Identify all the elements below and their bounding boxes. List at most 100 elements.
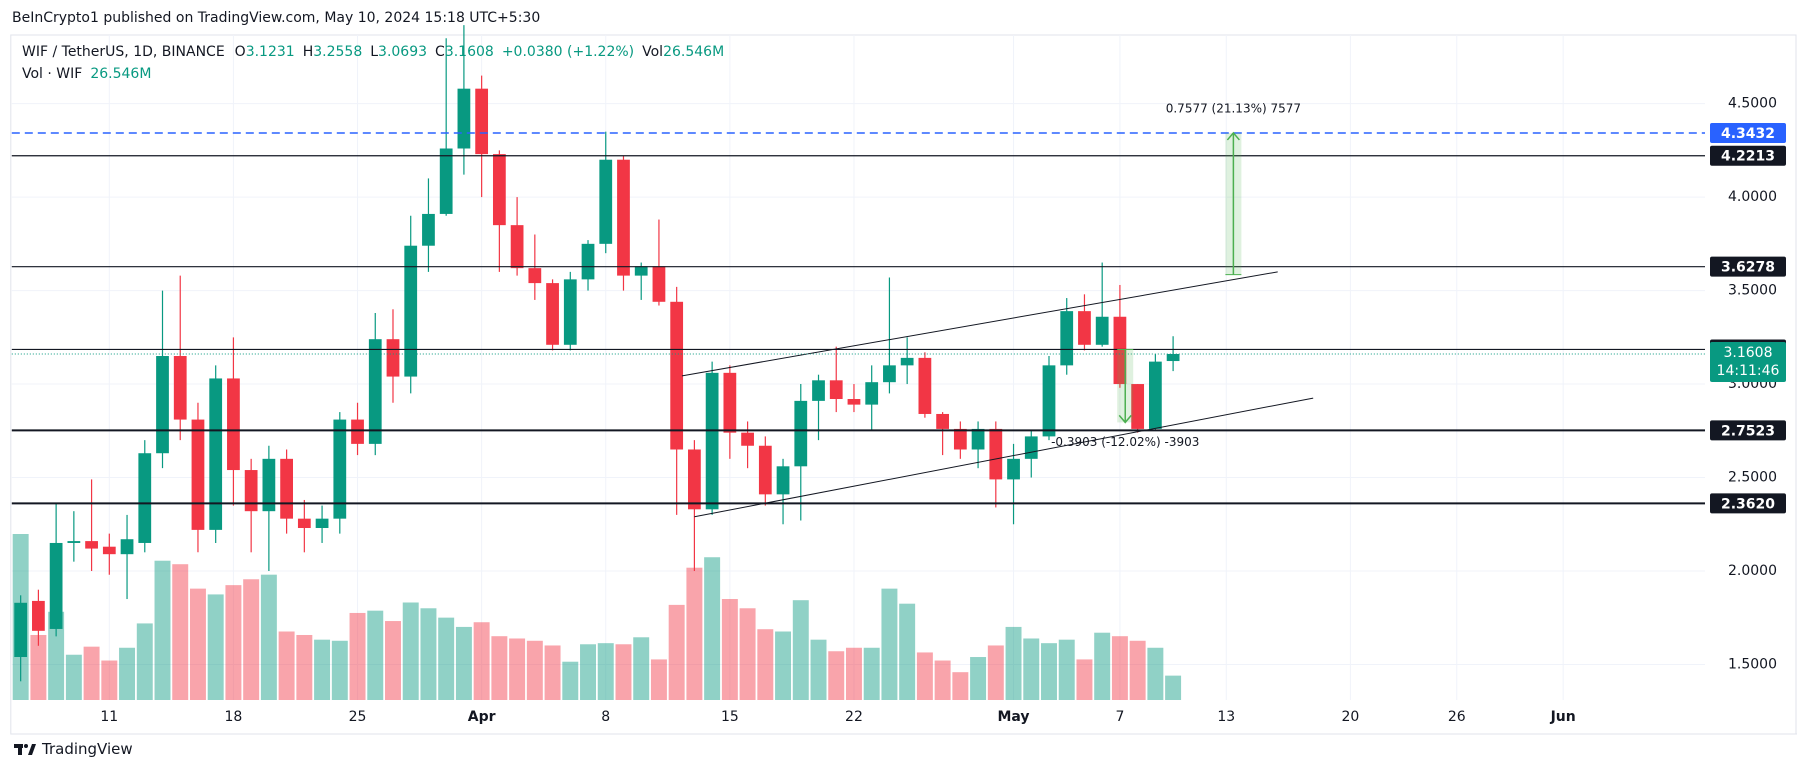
- x-tick-label: 26: [1448, 709, 1466, 725]
- candle-body: [581, 243, 595, 280]
- volume-bar: [385, 621, 401, 700]
- legend: WIF / TetherUS, 1D, BINANCE O 3.1231 H 3.2…: [22, 44, 732, 60]
- trend-line: [681, 271, 1278, 377]
- y-tick-label: 4.0000: [1728, 189, 1777, 205]
- volume-bar: [65, 654, 82, 700]
- volume-bar: [455, 626, 472, 700]
- volume-bar: [1147, 647, 1164, 700]
- volume-bar: [1023, 638, 1040, 700]
- candle-body: [510, 225, 524, 269]
- volume-bar: [278, 631, 295, 700]
- volume-bar: [30, 634, 47, 700]
- vol-value: 26.546M: [663, 44, 725, 60]
- volume-bar: [952, 672, 969, 700]
- x-tick-label: 7: [1115, 709, 1124, 725]
- volume-bar: [83, 646, 100, 700]
- level-label: 4.3432: [1721, 126, 1775, 142]
- candle-body: [315, 518, 329, 529]
- candle-body: [120, 539, 134, 555]
- volume-bar: [1041, 643, 1057, 700]
- x-tick-label: 22: [845, 709, 863, 725]
- candle-body: [1113, 316, 1127, 385]
- level-tag: [1710, 145, 1786, 166]
- volume-bar: [243, 579, 260, 700]
- candle-body: [758, 445, 772, 495]
- candle-body: [439, 148, 453, 214]
- candle-body: [262, 458, 276, 512]
- candle-body: [1148, 361, 1162, 429]
- volume-bar: [402, 602, 419, 700]
- volume-bar: [225, 585, 242, 700]
- measure-arrow: [1118, 414, 1132, 424]
- o-value: 3.1231: [245, 44, 295, 60]
- volume-bar: [845, 647, 862, 700]
- x-tick-label: Jun: [1550, 709, 1576, 725]
- candle-body: [1007, 458, 1020, 480]
- logo-text: TradingView: [42, 740, 133, 758]
- candle-body: [49, 542, 63, 629]
- candle-body: [32, 600, 45, 631]
- logo-icon: [14, 744, 36, 755]
- candle-body: [280, 458, 293, 519]
- volume-bar: [721, 599, 738, 700]
- volume-bar: [154, 560, 171, 700]
- vol-label: Vol: [642, 44, 664, 60]
- countdown: 14:11:46: [1717, 363, 1780, 379]
- volume-bar: [686, 567, 703, 700]
- level-tag: [1710, 256, 1786, 277]
- y-tick-label: 4.5000: [1728, 96, 1777, 112]
- y-tick-label: 2.5000: [1728, 470, 1777, 486]
- measure-label: -0.3903 (-12.02%) -3903: [1051, 435, 1199, 449]
- candle-body: [297, 518, 311, 529]
- candle-body: [776, 466, 790, 495]
- candle-body: [617, 159, 630, 276]
- candle-body: [829, 380, 843, 400]
- candle-body: [688, 449, 701, 510]
- candle-body: [953, 428, 967, 450]
- volume-bar: [757, 629, 774, 700]
- candle-body: [67, 541, 81, 543]
- x-tick-label: 15: [721, 709, 739, 725]
- candle-body: [102, 546, 116, 555]
- change: +0.0380 (+1.22%): [501, 44, 635, 60]
- volume-bar: [1129, 640, 1146, 700]
- volume-bar: [633, 637, 650, 700]
- candle-body: [351, 419, 364, 444]
- volume-bar: [1076, 659, 1093, 700]
- candle-body: [191, 419, 205, 530]
- candle-body: [670, 301, 684, 450]
- volume-bar: [438, 617, 455, 700]
- logo[interactable]: TradingView: [14, 740, 133, 758]
- level-label: 4.2213: [1721, 149, 1775, 165]
- o-label: O: [234, 44, 246, 60]
- level-label: 3.6278: [1721, 260, 1775, 276]
- volume-bar: [810, 639, 827, 700]
- volume-bar: [136, 623, 153, 700]
- candle-body: [812, 380, 825, 401]
- candle-body: [652, 266, 666, 302]
- volume-bar: [119, 647, 136, 700]
- volume-bar: [172, 564, 189, 700]
- candle-body: [1166, 353, 1180, 362]
- volume-bar: [1111, 636, 1128, 700]
- symbol[interactable]: WIF / TetherUS, 1D, BINANCE: [22, 44, 225, 60]
- x-tick-label: 13: [1217, 709, 1235, 725]
- h-value: 3.2558: [313, 44, 363, 60]
- candle-body: [900, 357, 914, 366]
- candle-body: [138, 453, 152, 543]
- level-tag: [1710, 493, 1786, 514]
- c-label: C: [435, 44, 445, 60]
- vol-title-value: 26.546M: [90, 66, 152, 82]
- candle-body: [492, 154, 506, 226]
- volume-bar: [775, 631, 792, 700]
- candle-body: [14, 602, 28, 658]
- y-tick-label: 1.5000: [1728, 656, 1777, 672]
- volume-bar: [1165, 675, 1182, 700]
- level-tag: [1710, 122, 1786, 143]
- candle-body: [386, 339, 400, 377]
- volume-bar: [668, 604, 685, 700]
- volume-bar: [296, 634, 313, 700]
- volume-bar: [1058, 639, 1075, 700]
- x-tick-label: May: [997, 709, 1029, 725]
